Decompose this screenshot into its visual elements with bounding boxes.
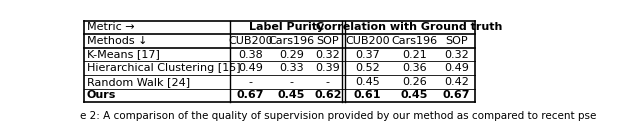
Text: 0.29: 0.29 (279, 50, 304, 60)
Text: K-Means [17]: K-Means [17] (87, 50, 160, 60)
Text: SOP: SOP (445, 36, 468, 46)
Text: 0.21: 0.21 (402, 50, 427, 60)
Text: 0.38: 0.38 (238, 50, 263, 60)
Text: 0.39: 0.39 (316, 63, 340, 73)
Text: SOP: SOP (316, 36, 339, 46)
Text: CUB200: CUB200 (228, 36, 273, 46)
Text: 0.26: 0.26 (402, 77, 427, 87)
Text: 0.32: 0.32 (316, 50, 340, 60)
Text: -: - (248, 77, 253, 87)
Text: 0.36: 0.36 (402, 63, 427, 73)
Text: Cars196: Cars196 (268, 36, 314, 46)
Text: Metric →: Metric → (87, 22, 134, 32)
Text: Cars196: Cars196 (392, 36, 438, 46)
Text: 0.45: 0.45 (401, 90, 428, 100)
Text: Methods ↓: Methods ↓ (87, 36, 147, 46)
Text: Hierarchical Clustering [15]: Hierarchical Clustering [15] (87, 63, 241, 73)
Text: 0.45: 0.45 (355, 77, 380, 87)
Text: 0.61: 0.61 (354, 90, 381, 100)
Text: Correlation with Ground truth: Correlation with Ground truth (316, 22, 503, 32)
Text: 0.49: 0.49 (238, 63, 263, 73)
Text: 0.52: 0.52 (355, 63, 380, 73)
Text: -: - (326, 77, 330, 87)
Text: 0.42: 0.42 (444, 77, 469, 87)
Text: Ours: Ours (87, 90, 116, 100)
Text: 0.33: 0.33 (279, 63, 303, 73)
Text: Random Walk [24]: Random Walk [24] (87, 77, 190, 87)
Text: Label Purity: Label Purity (250, 22, 324, 32)
Text: e 2: A comparison of the quality of supervision provided by our method as compar: e 2: A comparison of the quality of supe… (80, 111, 596, 121)
Text: 0.49: 0.49 (444, 63, 469, 73)
Text: 0.32: 0.32 (444, 50, 469, 60)
Text: -: - (289, 77, 293, 87)
Text: CUB200: CUB200 (345, 36, 390, 46)
Text: 0.45: 0.45 (278, 90, 305, 100)
Text: 0.62: 0.62 (314, 90, 342, 100)
Text: 0.67: 0.67 (237, 90, 264, 100)
Text: 0.67: 0.67 (443, 90, 470, 100)
Text: 0.37: 0.37 (355, 50, 380, 60)
